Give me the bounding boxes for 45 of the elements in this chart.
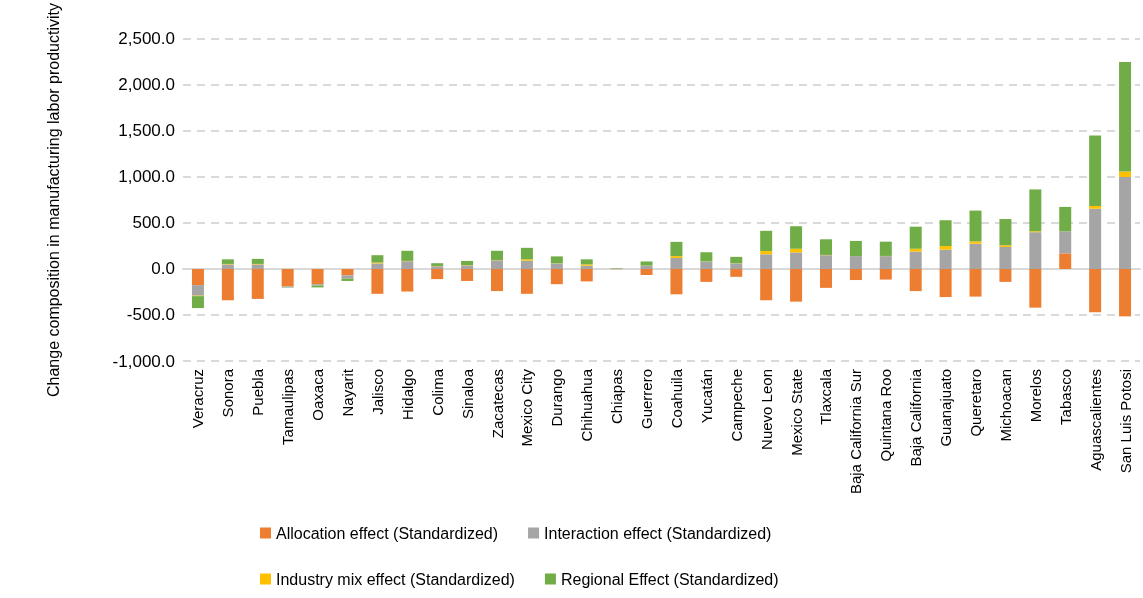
x-tick-label: Oaxaca — [309, 368, 327, 421]
x-tick-label: Coahuila — [667, 368, 685, 429]
x-tick-label: Puebla — [249, 368, 267, 416]
legend-label: Interaction effect (Standardized) — [544, 524, 772, 542]
x-tick-label: Zacatecas — [488, 369, 506, 439]
x-tick-label: Michoacan — [996, 369, 1014, 442]
x-tick-label: Tamaulipas — [279, 369, 297, 445]
y-tick-label: 1,000.0 — [118, 167, 175, 187]
x-tick-label: Chiapas — [608, 369, 626, 425]
legend-label: Allocation effect (Standardized) — [276, 524, 499, 542]
x-tick-label: Durango — [548, 369, 566, 427]
x-tick-label: Veracruz — [189, 369, 207, 429]
y-tick-label: -1,000.0 — [112, 351, 175, 371]
y-axis-title: Change composition in manufacturing labor productivity — [44, 3, 62, 397]
y-tick-label: 2,500.0 — [118, 29, 175, 49]
x-tick-label: Yucatán — [697, 369, 715, 424]
legend-label: Regional Effect (Standardized) — [560, 570, 779, 588]
x-tick-label: Baja California Sur — [847, 369, 865, 495]
x-tick-label: Sonora — [219, 368, 237, 418]
x-tick-label: Guanajuato — [937, 369, 955, 447]
y-tick-label: 500.0 — [132, 213, 175, 233]
x-tick-label: Baja California — [907, 368, 925, 467]
y-tick-label: 2,000.0 — [118, 75, 175, 95]
x-tick-label: Campeche — [727, 369, 745, 442]
x-tick-label: Tabasco — [1056, 369, 1074, 425]
legend-label: Industry mix effect (Standardized) — [276, 570, 515, 588]
y-tick-label: 1,500.0 — [118, 121, 175, 141]
x-tick-label: Aguascalientes — [1086, 369, 1104, 471]
x-tick-label: Mexico City — [518, 368, 536, 447]
x-tick-label: Chihuahua — [578, 368, 596, 442]
x-tick-label: Colima — [428, 368, 446, 416]
x-tick-label: Nuevo Leon — [757, 369, 775, 450]
y-tick-label: 0.0 — [151, 259, 175, 279]
x-tick-label: Guerrero — [638, 369, 656, 430]
x-tick-label: Jalisco — [368, 369, 386, 415]
x-tick-label: San Luis Potosi — [1116, 369, 1134, 474]
y-tick-label: -500.0 — [126, 305, 175, 325]
x-tick-label: Mexico State — [787, 369, 805, 456]
x-tick-label: Tlaxcala — [817, 368, 835, 425]
x-tick-label: Morelos — [1026, 369, 1044, 423]
x-tick-label: Nayarit — [338, 368, 356, 417]
x-tick-label: Queretaro — [967, 369, 985, 437]
x-tick-label: Sinaloa — [458, 368, 476, 420]
x-tick-label: Hidalgo — [398, 369, 416, 420]
x-tick-label: Quintana Roo — [877, 369, 895, 462]
